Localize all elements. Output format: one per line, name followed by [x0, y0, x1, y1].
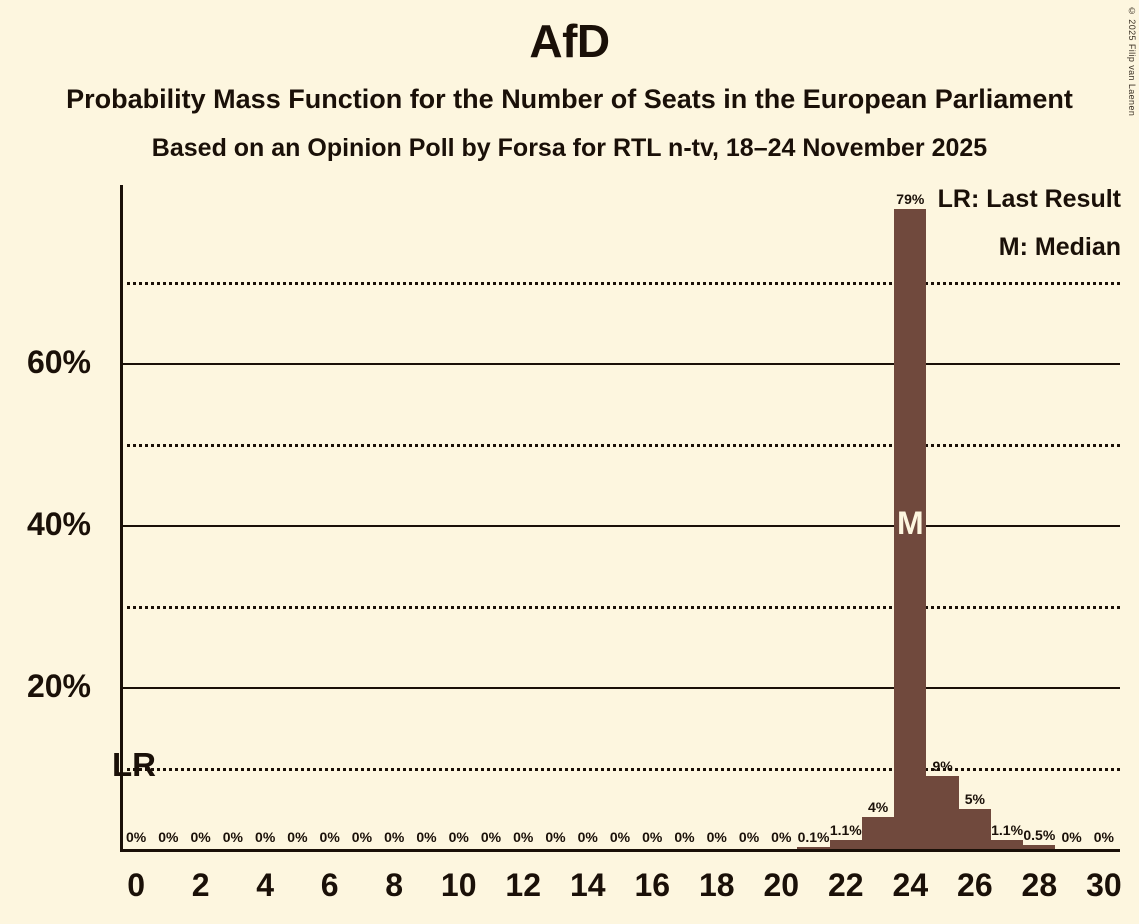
bar — [829, 840, 862, 849]
gridline-dotted — [120, 444, 1120, 448]
bar-value-label: 0% — [480, 829, 502, 845]
bar-value-label: 0.5% — [1023, 826, 1056, 843]
bar-value-label: 0% — [545, 829, 566, 845]
gridline-solid — [120, 687, 1120, 690]
bar — [990, 840, 1024, 849]
x-axis-tick-label: 16 — [634, 867, 671, 903]
chart-subtitle: Probability Mass Function for the Number… — [66, 84, 1073, 114]
bar-value-label: 0% — [190, 829, 211, 845]
x-axis-tick-label: 2 — [191, 867, 210, 903]
gridline-solid — [120, 363, 1120, 366]
bar-value-label: 0.1% — [797, 829, 830, 845]
x-axis-tick-label: 18 — [698, 867, 735, 903]
bar-value-label: 0% — [287, 829, 308, 845]
bar-value-label: 0% — [1061, 829, 1082, 845]
x-axis-tick-label: 0 — [127, 867, 146, 903]
y-axis-tick-label: 60% — [26, 344, 91, 381]
plot-area: 20% 40% 60% 0% 0% 0% 0% 0% 0% 0% 0% 0% 0% 0% 0% 0% 0% 0%… — [27, 185, 1122, 901]
x-axis-tick-label: 26 — [957, 867, 993, 903]
bar-value-label: 1.1% — [829, 822, 862, 839]
bar-value-label: 0% — [384, 829, 405, 845]
bar-value-label: 0% — [1093, 829, 1114, 845]
x-axis-tick-label: 20 — [763, 867, 800, 903]
chart-source-line: Based on an Opinion Poll by Forsa for RT… — [151, 134, 988, 162]
x-axis-tick-label: 12 — [505, 867, 542, 903]
median-marker: M — [896, 505, 924, 542]
last-result-marker: LR — [112, 746, 156, 784]
bar-value-label: 0% — [416, 829, 437, 845]
bar — [958, 808, 991, 849]
x-axis-tick-label: 28 — [1021, 867, 1058, 903]
copyright-notice: © 2025 Filip van Laenen — [1127, 6, 1137, 117]
bar-value-label: 0% — [319, 829, 340, 845]
bar-value-label: 0% — [738, 829, 760, 845]
page-title: AfD — [529, 15, 610, 67]
bar — [861, 816, 895, 849]
bar-value-label: 0% — [255, 829, 276, 845]
x-axis-tick-label: 6 — [320, 867, 339, 903]
bar-value-label: 1.1% — [991, 822, 1024, 839]
x-axis-tick-label: 24 — [892, 867, 929, 903]
bar-value-label: 0% — [674, 829, 695, 845]
gridline-solid — [120, 525, 1120, 528]
bar-value-label: 0% — [706, 829, 727, 845]
x-axis-tick-label: 22 — [828, 867, 864, 903]
bar-value-label: 0% — [126, 829, 147, 845]
y-axis-line — [120, 185, 123, 849]
bar-value-label: 0% — [771, 829, 792, 845]
x-axis-tick-label: 14 — [569, 867, 606, 903]
bar-value-label: 5% — [964, 790, 985, 807]
gridline-dotted — [120, 768, 1120, 772]
bar — [894, 209, 927, 849]
x-axis-tick-label: 30 — [1086, 867, 1122, 903]
gridline-dotted — [120, 606, 1120, 610]
y-axis-tick-label: 40% — [26, 506, 91, 543]
legend-last-result: LR: Last Result — [937, 185, 1121, 213]
bar-value-label: 0% — [222, 829, 243, 845]
bar-value-label: 9% — [932, 758, 953, 775]
bar-value-label: 0% — [351, 829, 373, 845]
x-axis-tick-label: 8 — [385, 867, 404, 903]
bar-value-label: 0% — [158, 829, 179, 845]
bar — [797, 847, 830, 849]
bar — [926, 776, 959, 849]
x-axis-line — [120, 849, 1120, 852]
bar-value-label: 0% — [642, 829, 663, 845]
gridline-dotted — [120, 282, 1120, 286]
x-axis-tick-label: 10 — [440, 867, 477, 903]
x-axis-tick-label: 4 — [256, 867, 275, 903]
bar — [1023, 844, 1056, 849]
legend-median: M: Median — [998, 233, 1121, 261]
y-axis-tick-label: 20% — [26, 668, 91, 705]
bar-value-label: 0% — [513, 829, 534, 845]
bar-value-label: 0% — [577, 829, 598, 845]
bar-value-label: 0% — [609, 829, 631, 845]
bar-value-label: 0% — [448, 829, 469, 845]
bar-value-label: 79% — [896, 191, 925, 208]
bar-value-label: 4% — [867, 798, 889, 815]
